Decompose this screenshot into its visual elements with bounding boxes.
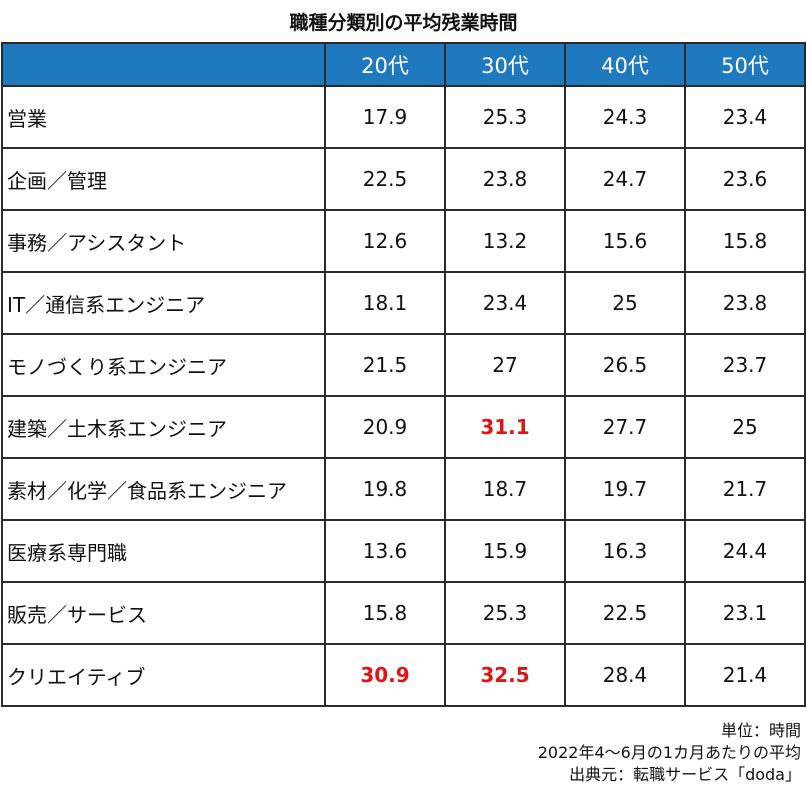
table-row: 企画／管理 22.5 23.8 24.7 23.6 [1, 147, 806, 211]
header-cell-20s: 20代 [324, 42, 446, 87]
table-row: 医療系専門職 13.6 15.9 16.3 24.4 [1, 519, 806, 583]
value-cell: 27.7 [564, 395, 686, 459]
value-cell: 15.9 [444, 519, 566, 583]
table-row: モノづくり系エンジニア 21.5 27 26.5 23.7 [1, 333, 806, 397]
row-label: 医療系専門職 [1, 519, 326, 583]
value-cell: 16.3 [564, 519, 686, 583]
value-cell: 32.5 [444, 643, 566, 707]
value-cell: 18.7 [444, 457, 566, 521]
value-cell: 23.1 [684, 581, 806, 645]
value-cell: 24.4 [684, 519, 806, 583]
value-cell: 21.5 [324, 333, 446, 397]
header-cell-30s: 30代 [444, 42, 566, 87]
period-note: 2022年4～6月の1カ月あたりの平均 [537, 743, 801, 762]
value-cell: 13.2 [444, 209, 566, 273]
value-cell: 22.5 [324, 147, 446, 211]
row-label: 建築／土木系エンジニア [1, 395, 326, 459]
footnotes: 単位：時間 2022年4～6月の1カ月あたりの平均 出典元：転職サービス「dod… [538, 720, 801, 786]
table-row: IT／通信系エンジニア 18.1 23.4 25 23.8 [1, 271, 806, 335]
value-cell: 24.7 [564, 147, 686, 211]
value-cell: 25.3 [444, 85, 566, 149]
value-cell: 12.6 [324, 209, 446, 273]
value-cell: 23.8 [684, 271, 806, 335]
header-row: 20代 30代 40代 50代 [1, 42, 806, 87]
table-row: 素材／化学／食品系エンジニア 19.8 18.7 19.7 21.7 [1, 457, 806, 521]
value-cell: 31.1 [444, 395, 566, 459]
table-row: 営業 17.9 25.3 24.3 23.4 [1, 85, 806, 149]
row-label: クリエイティブ [1, 643, 326, 707]
value-cell: 24.3 [564, 85, 686, 149]
table-row: 販売／サービス 15.8 25.3 22.5 23.1 [1, 581, 806, 645]
chart-title: 職種分類別の平均残業時間 [289, 12, 518, 34]
value-cell: 13.6 [324, 519, 446, 583]
value-cell: 15.8 [684, 209, 806, 273]
value-cell: 19.8 [324, 457, 446, 521]
value-cell: 21.7 [684, 457, 806, 521]
value-cell: 21.4 [684, 643, 806, 707]
value-cell: 20.9 [324, 395, 446, 459]
value-cell: 23.8 [444, 147, 566, 211]
source-note: 出典元：転職サービス「doda」 [569, 765, 801, 784]
value-cell: 27 [444, 333, 566, 397]
row-label: 事務／アシスタント [1, 209, 326, 273]
value-cell: 25.3 [444, 581, 566, 645]
value-cell: 23.4 [444, 271, 566, 335]
table-row: 建築／土木系エンジニア 20.9 31.1 27.7 25 [1, 395, 806, 459]
value-cell: 19.7 [564, 457, 686, 521]
value-cell: 25 [564, 271, 686, 335]
value-cell: 23.4 [684, 85, 806, 149]
unit-note: 単位：時間 [720, 721, 801, 740]
table-row: クリエイティブ 30.9 32.5 28.4 21.4 [1, 643, 806, 707]
value-cell: 23.6 [684, 147, 806, 211]
value-cell: 30.9 [324, 643, 446, 707]
value-cell: 28.4 [564, 643, 686, 707]
value-cell: 26.5 [564, 333, 686, 397]
header-cell-40s: 40代 [564, 42, 686, 87]
row-label: 素材／化学／食品系エンジニア [1, 457, 326, 521]
table-row: 事務／アシスタント 12.6 13.2 15.6 15.8 [1, 209, 806, 273]
header-cell-category [1, 42, 326, 87]
data-table: 20代 30代 40代 50代 営業 17.9 25.3 24.3 23.4 企画／管理 2… [1, 42, 806, 707]
value-cell: 17.9 [324, 85, 446, 149]
value-cell: 18.1 [324, 271, 446, 335]
value-cell: 25 [684, 395, 806, 459]
value-cell: 23.7 [684, 333, 806, 397]
row-label: 販売／サービス [1, 581, 326, 645]
row-label: IT／通信系エンジニア [1, 271, 326, 335]
row-label: 営業 [1, 85, 326, 149]
row-label: モノづくり系エンジニア [1, 333, 326, 397]
table-body: 営業 17.9 25.3 24.3 23.4 企画／管理 22.5 23.8 24.7 23.6 事… [1, 85, 806, 707]
value-cell: 15.8 [324, 581, 446, 645]
row-label: 企画／管理 [1, 147, 326, 211]
value-cell: 22.5 [564, 581, 686, 645]
value-cell: 15.6 [564, 209, 686, 273]
header-cell-50s: 50代 [684, 42, 806, 87]
